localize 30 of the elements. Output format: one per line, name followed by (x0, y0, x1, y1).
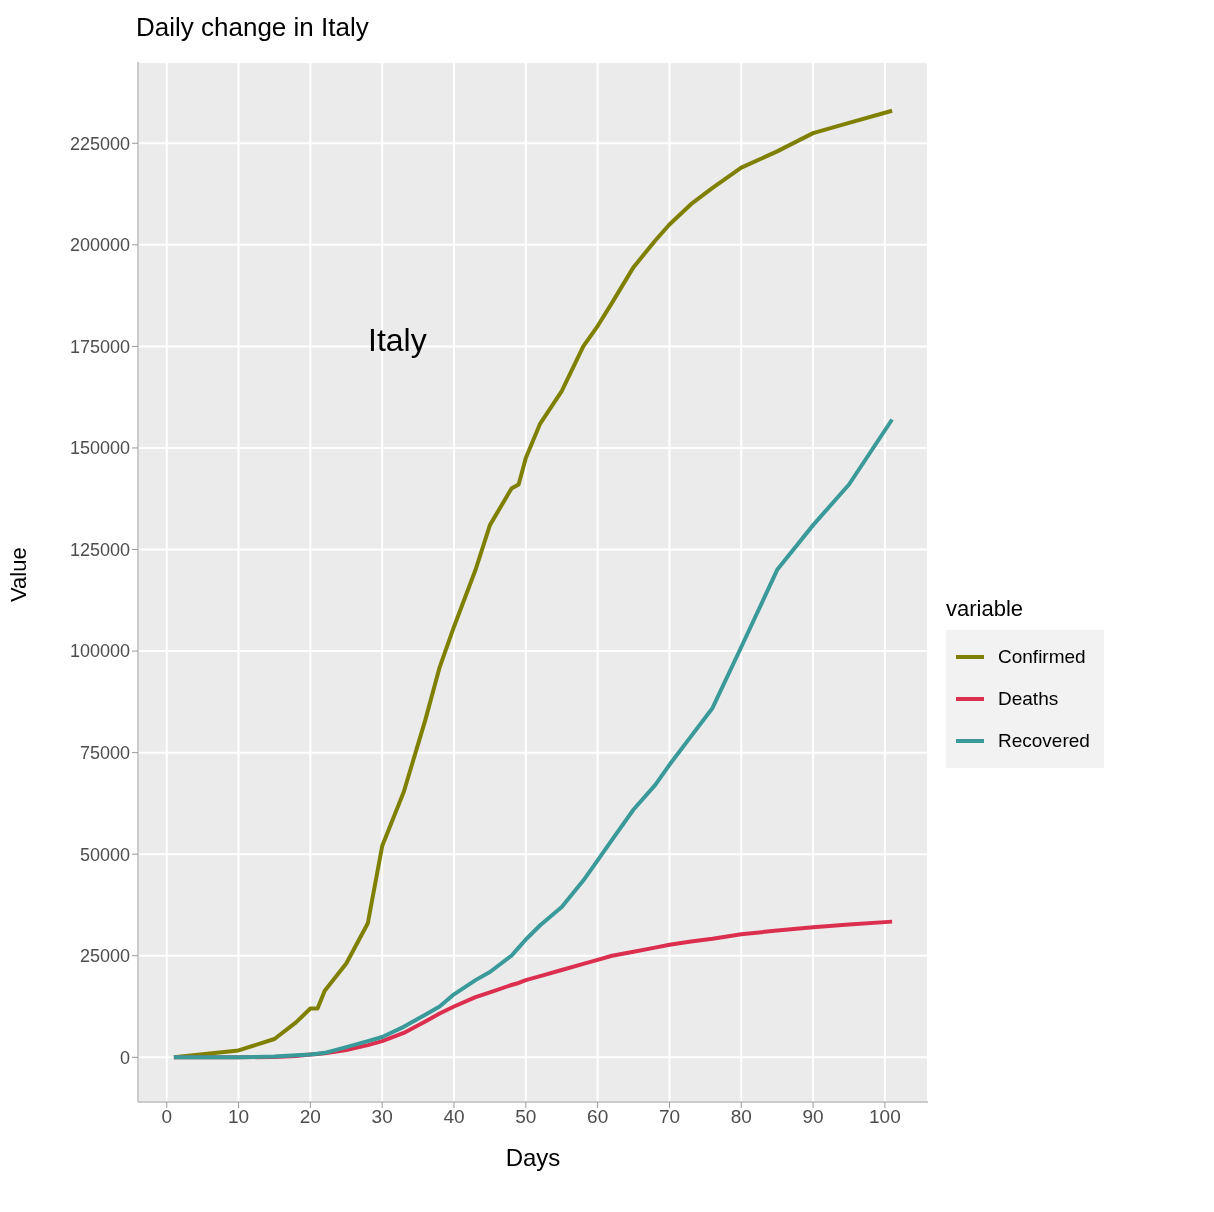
legend-label: Deaths (998, 688, 1059, 710)
x-tick-label: 50 (515, 1106, 537, 1128)
x-tick-label: 90 (802, 1106, 824, 1128)
chart-title: Daily change in Italy (136, 12, 370, 44)
x-tick-label: 10 (227, 1106, 250, 1128)
x-tick-label: 20 (299, 1106, 321, 1128)
y-axis-title: Value (5, 547, 31, 602)
y-tick-label: 150000 (69, 438, 130, 459)
y-tick-label: 225000 (69, 133, 130, 154)
y-tick-label: 75000 (79, 743, 130, 764)
x-tick-label: 60 (587, 1106, 609, 1128)
x-tick-label: 30 (371, 1106, 393, 1128)
annotation: Italy (368, 322, 427, 359)
line-series (171, 417, 895, 1060)
y-tick-label: 175000 (69, 336, 130, 357)
x-tick-label: 70 (658, 1106, 681, 1128)
y-tick-label: 0 (119, 1047, 130, 1068)
y-tick-label: 125000 (69, 539, 130, 560)
y-tick-label: 50000 (79, 844, 130, 865)
y-tick-label: 200000 (69, 235, 130, 256)
legend-label: Confirmed (998, 646, 1086, 668)
legend-title: variable (946, 596, 1025, 622)
legend-label: Recovered (998, 730, 1090, 752)
x-axis-title: Days (505, 1144, 561, 1171)
x-tick-label: 80 (730, 1106, 752, 1128)
y-tick-label: 100000 (69, 641, 130, 662)
x-tick-label: 100 (869, 1106, 901, 1128)
y-tick-label: 25000 (79, 946, 130, 967)
x-tick-label: 0 (161, 1106, 173, 1128)
x-tick-label: 40 (443, 1106, 465, 1128)
